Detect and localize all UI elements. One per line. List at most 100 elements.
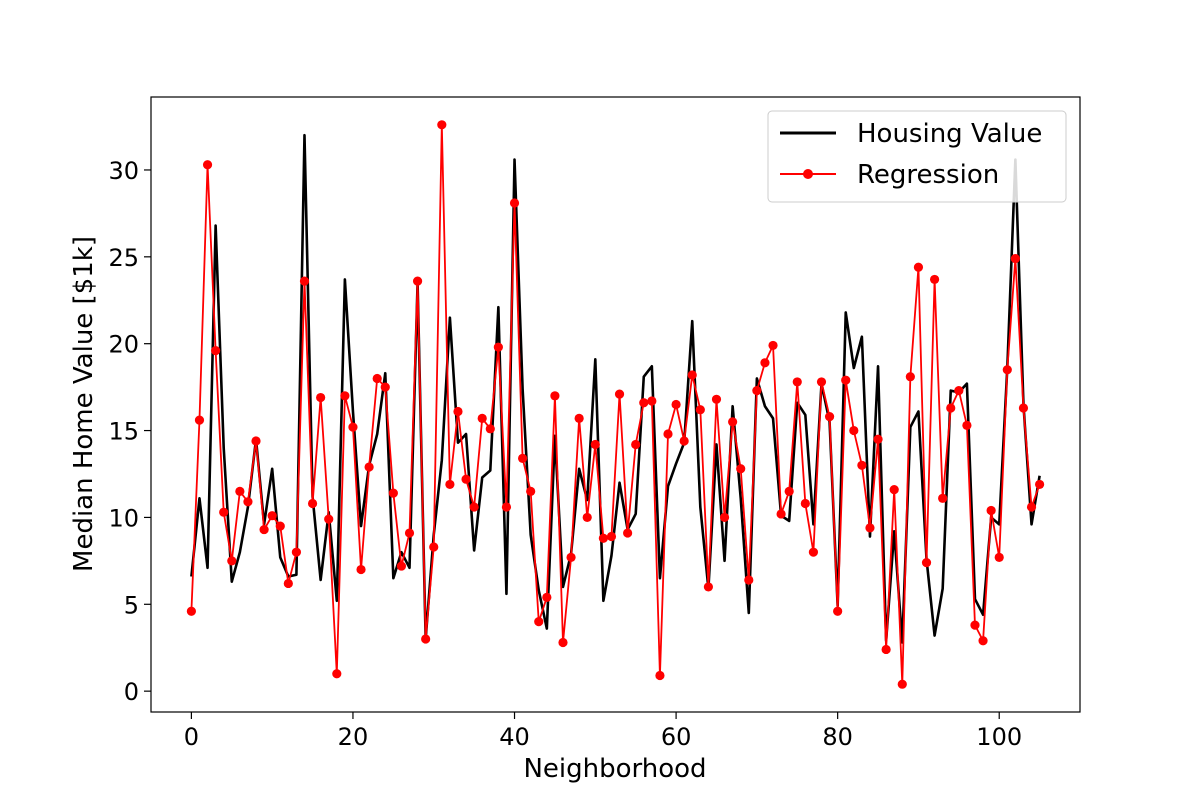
data-point-regression xyxy=(219,507,229,517)
y-axis-label: Median Home Value [$1k] xyxy=(69,236,99,572)
data-point-regression xyxy=(477,413,487,423)
data-point-regression xyxy=(235,486,245,496)
y-tick-label: 20 xyxy=(108,331,139,359)
data-point-regression xyxy=(202,160,213,170)
data-point-regression xyxy=(518,453,528,463)
data-point-regression xyxy=(461,474,471,484)
data-point-regression xyxy=(614,389,625,399)
data-point-regression xyxy=(994,552,1004,562)
data-point-regression xyxy=(243,497,253,507)
data-point-regression xyxy=(412,276,423,286)
x-tick-label: 80 xyxy=(822,723,853,751)
data-point-regression xyxy=(550,391,560,401)
legend-marker-regression xyxy=(803,169,813,179)
x-tick-label: 60 xyxy=(661,723,692,751)
data-point-regression xyxy=(671,399,681,410)
x-tick-label: 40 xyxy=(499,723,530,751)
data-point-regression xyxy=(526,486,536,496)
data-point-regression xyxy=(1002,365,1012,375)
data-point-regression xyxy=(582,512,592,523)
data-point-regression xyxy=(768,340,778,351)
data-point-regression xyxy=(824,412,835,422)
data-point-regression xyxy=(291,547,302,557)
data-point-regression xyxy=(534,617,544,627)
x-tick-label: 20 xyxy=(338,723,369,751)
data-point-regression xyxy=(776,509,786,519)
data-point-regression xyxy=(299,276,310,286)
data-point-regression xyxy=(1010,253,1020,264)
data-point-regression xyxy=(267,511,277,521)
data-point-regression xyxy=(404,528,415,538)
data-point-regression xyxy=(283,578,293,589)
data-point-regression xyxy=(800,498,810,509)
data-point-regression xyxy=(340,391,350,401)
data-point-regression xyxy=(542,592,552,602)
data-point-regression xyxy=(841,375,851,385)
data-point-regression xyxy=(663,429,673,439)
data-point-regression xyxy=(372,373,382,384)
data-point-regression xyxy=(849,425,859,436)
data-point-regression xyxy=(623,528,633,538)
data-point-regression xyxy=(1035,479,1045,490)
data-point-regression xyxy=(889,485,899,495)
x-tick-label: 0 xyxy=(184,723,199,751)
data-point-regression xyxy=(929,274,940,285)
data-point-regression xyxy=(792,377,802,387)
data-point-regression xyxy=(679,436,689,446)
data-point-regression xyxy=(897,679,907,689)
data-point-regression xyxy=(986,505,996,516)
series-line-housing-value xyxy=(190,133,1041,644)
data-point-regression xyxy=(259,524,269,535)
data-point-regression xyxy=(639,398,649,408)
legend-label-housing-value: Housing Value xyxy=(857,119,1042,149)
data-point-regression xyxy=(752,386,762,396)
data-point-regression xyxy=(816,377,827,387)
data-point-regression xyxy=(275,521,285,531)
data-point-regression xyxy=(655,670,665,681)
data-point-regression xyxy=(429,542,439,552)
legend-label-regression: Regression xyxy=(857,160,999,190)
data-point-regression xyxy=(445,479,455,490)
data-point-regression xyxy=(437,120,447,130)
y-tick-label: 25 xyxy=(108,244,139,272)
data-point-regression xyxy=(251,436,261,446)
data-point-regression xyxy=(509,198,520,208)
data-point-regression xyxy=(647,396,657,406)
data-point-regression xyxy=(687,370,697,380)
data-point-regression xyxy=(857,460,867,470)
data-point-regression xyxy=(227,556,237,566)
x-axis-label: Neighborhood xyxy=(523,754,706,784)
data-point-regression xyxy=(380,382,390,392)
data-point-regression xyxy=(421,634,431,644)
data-point-regression xyxy=(881,644,891,655)
data-point-regression xyxy=(1026,502,1037,512)
data-point-regression xyxy=(364,462,374,472)
data-point-regression xyxy=(485,424,495,434)
data-point-regression xyxy=(469,502,479,512)
data-point-regression xyxy=(921,557,932,568)
data-point-regression xyxy=(631,439,641,450)
data-point-regression xyxy=(194,415,205,425)
data-point-regression xyxy=(970,620,980,630)
data-point-regression xyxy=(954,386,964,396)
data-point-regression xyxy=(703,582,714,592)
data-point-regression xyxy=(590,439,600,450)
y-tick-label: 10 xyxy=(108,504,139,532)
y-tick-label: 15 xyxy=(108,418,139,446)
data-point-regression xyxy=(211,346,221,356)
data-point-regression xyxy=(348,422,358,432)
data-point-regression xyxy=(744,575,754,585)
data-point-regression xyxy=(186,606,196,616)
y-tick-label: 5 xyxy=(124,591,139,619)
data-point-regression xyxy=(316,392,326,403)
y-tick-label: 30 xyxy=(108,157,139,185)
legend: Housing Value Regression xyxy=(767,110,1067,203)
data-point-regression xyxy=(558,637,568,648)
data-point-regression xyxy=(946,403,956,413)
data-point-regression xyxy=(736,464,746,474)
data-point-regression xyxy=(606,531,617,542)
ticks-layer: 0 20 40 60 80 100 0 5 10 15 20 25 30 xyxy=(108,157,1022,751)
data-point-regression xyxy=(1018,403,1029,413)
data-point-regression xyxy=(501,502,512,512)
